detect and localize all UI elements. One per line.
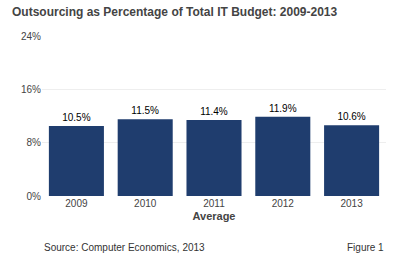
svg-text:10.5%: 10.5% (62, 112, 90, 123)
svg-text:16%: 16% (21, 84, 41, 95)
svg-text:0%: 0% (27, 191, 42, 202)
svg-text:10.6%: 10.6% (337, 111, 365, 122)
svg-text:11.4%: 11.4% (200, 106, 228, 117)
svg-text:11.5%: 11.5% (131, 105, 159, 116)
svg-text:24%: 24% (21, 31, 41, 42)
svg-text:2010: 2010 (134, 198, 157, 209)
svg-text:Figure 1: Figure 1 (347, 242, 384, 253)
svg-text:2009: 2009 (65, 198, 88, 209)
svg-text:11.9%: 11.9% (269, 103, 297, 114)
svg-text:2011: 2011 (203, 198, 225, 209)
svg-text:8%: 8% (27, 137, 42, 148)
svg-text:Outsourcing as Percentage of T: Outsourcing as Percentage of Total IT Bu… (12, 5, 338, 19)
svg-text:Source: Computer Economics, 20: Source: Computer Economics, 2013 (44, 242, 205, 253)
svg-text:2013: 2013 (340, 198, 363, 209)
svg-text:2012: 2012 (272, 198, 295, 209)
svg-text:Average: Average (192, 210, 235, 222)
